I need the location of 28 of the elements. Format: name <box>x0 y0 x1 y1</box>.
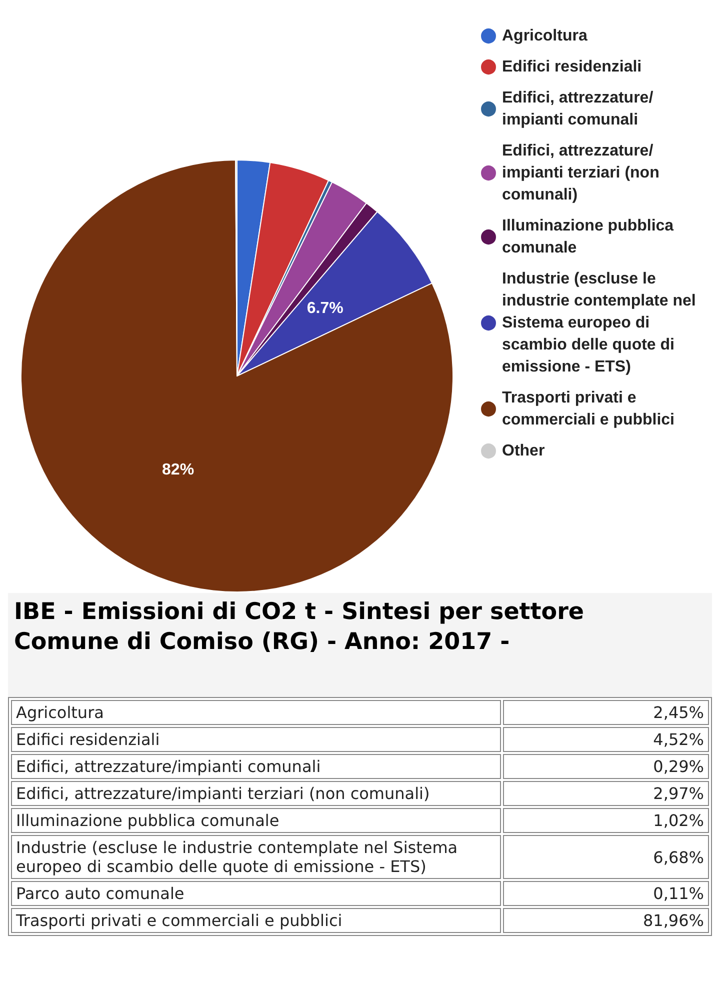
text: 2,45% <box>653 703 704 722</box>
category-label: Trasporti privati e commerciali e pubblici <box>11 908 501 933</box>
text: 81,96% <box>642 911 704 930</box>
text: 1,02% <box>653 811 704 830</box>
text: Comune di Comiso (RG) - Anno: 2017 - <box>14 628 511 657</box>
category-label: Edifici, attrezzature/impianti comunali <box>11 754 501 779</box>
text: 2,97% <box>653 784 704 803</box>
legend-label: Edifici, attrezzature/ impianti comunali <box>502 90 658 128</box>
category-label: Edifici, attrezzature/impianti terziari (non comunali) <box>11 781 501 806</box>
legend-label: Other <box>502 442 545 460</box>
legend-label: Trasporti privati e commerciali e pubblici <box>502 390 674 428</box>
text: IBE - Emissioni di CO2 t - Sintesi per settore <box>14 598 586 627</box>
text: 0,29% <box>653 757 704 776</box>
legend-label: Edifici residenziali <box>502 58 642 76</box>
text: 4,52% <box>653 730 704 749</box>
legend-label: Illuminazione pubblica comunale <box>502 218 678 256</box>
category-label: Illuminazione pubblica comunale <box>11 808 501 833</box>
legend-label: Edifici, attrezzature/ impianti terziari (non comunali) <box>502 142 664 204</box>
text: 6,68% <box>653 848 704 866</box>
category-label: Industrie (escluse le industrie contemplate nel Sistema europeo di scambio delle quote di emissione - ETS) <box>11 835 501 879</box>
data-label: 6.7% <box>306 300 344 317</box>
category-label: Parco auto comunale <box>11 881 501 906</box>
legend-label: Agricoltura <box>502 28 588 44</box>
category-label: Edifici residenziali <box>11 727 501 752</box>
category-label: Agricoltura <box>11 700 501 725</box>
legend-label: Industrie (escluse le industrie contemplate nel Sistema europeo di scambio delle quote di emissione - ETS) <box>502 270 700 376</box>
data-label: 82% <box>162 462 194 479</box>
text: 0,11% <box>653 884 704 903</box>
